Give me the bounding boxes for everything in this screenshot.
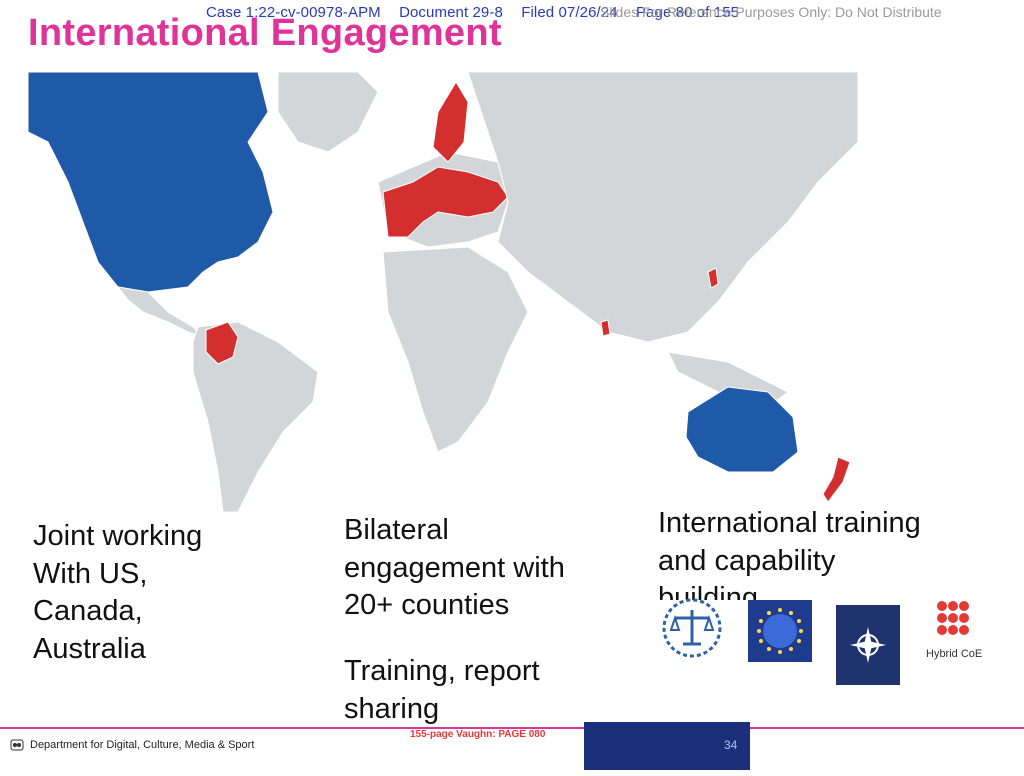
footer-divider xyxy=(0,727,1024,729)
country-colombia xyxy=(205,321,239,365)
slide-title: International Engagement xyxy=(28,12,502,54)
country-japan xyxy=(707,267,719,289)
land-south-america xyxy=(192,321,319,512)
bilateral-text: Bilateral engagement with 20+ counties T… xyxy=(344,512,634,728)
land-africa xyxy=(382,246,529,453)
icc-logo xyxy=(662,598,722,658)
hybrid-coe-logo xyxy=(937,601,969,635)
bilateral-paragraph: Bilateral engagement with 20+ counties xyxy=(344,514,565,622)
country-scandinavia xyxy=(432,81,469,163)
joint-working-paragraph: Joint working With US, Canada, Australia xyxy=(33,520,203,666)
department-footer: Department for Digital, Culture, Media &… xyxy=(10,738,254,752)
international-text: International training and capability bu… xyxy=(658,505,998,600)
country-new-zealand xyxy=(822,456,851,503)
country-sri-lanka xyxy=(600,319,611,337)
nato-logo xyxy=(836,605,900,685)
department-name: Department for Digital, Culture, Media &… xyxy=(30,739,255,751)
land-greenland xyxy=(277,72,379,153)
watermark: Slides For Reference Purposes Only: Do N… xyxy=(600,4,942,20)
case-number: Case 1:22-cv-00978-APM xyxy=(206,4,381,21)
world-map-svg xyxy=(28,72,858,512)
country-australia xyxy=(685,386,799,473)
training-paragraph: Training, report sharing xyxy=(344,655,540,725)
crest-icon xyxy=(10,739,24,751)
hybrid-coe-label: Hybrid CoE xyxy=(926,648,983,660)
court-stamp: Case 1:22-cv-00978-APM Document 29-8 Fil… xyxy=(206,4,753,21)
eu-logo xyxy=(748,600,812,662)
bates-stamp: 155-page Vaughn: PAGE 080 xyxy=(410,729,546,740)
region-europe-red xyxy=(382,166,509,238)
document-number: Document 29-8 xyxy=(399,4,503,21)
international-paragraph: International training and capability xyxy=(658,507,921,577)
international-cut-line: building xyxy=(658,582,758,601)
slide-page-number: 34 xyxy=(724,738,738,752)
joint-working-text: Joint working With US, Canada, Australia xyxy=(33,518,313,669)
land-asia xyxy=(467,72,858,343)
land-central-america xyxy=(116,286,204,338)
footer-block xyxy=(584,722,750,770)
region-canada-us xyxy=(28,72,274,293)
filed-date: Filed 07/26/24 xyxy=(521,4,618,21)
world-map xyxy=(28,72,858,512)
page-count: Page 80 of 155 xyxy=(635,4,740,21)
